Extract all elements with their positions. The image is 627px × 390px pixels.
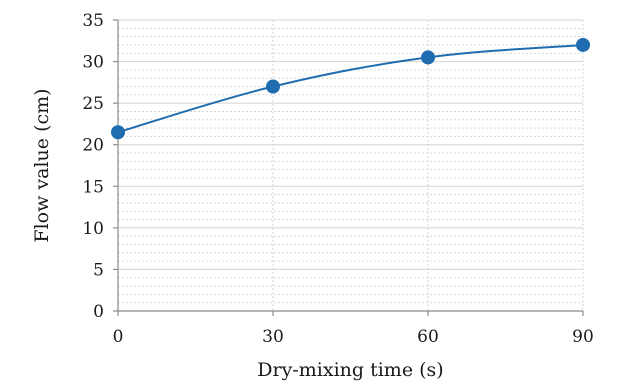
y-axis-title: Flow value (cm) [31, 88, 53, 242]
y-tick-label: 5 [93, 260, 104, 280]
y-tick-label: 15 [82, 177, 104, 197]
tick-labels: 0 5 10 15 20 25 30 35 0 30 60 90 [82, 11, 593, 347]
x-tick-label: 0 [113, 327, 124, 347]
x-tick-label: 90 [572, 327, 594, 347]
grid [118, 19, 584, 311]
y-tick-label: 10 [82, 219, 104, 239]
x-axis-title: Dry-mixing time (s) [257, 359, 443, 381]
series-line [117, 43, 584, 134]
series-layer [111, 37, 590, 140]
axes [113, 19, 584, 316]
y-tick-label: 0 [93, 302, 104, 322]
data-point [421, 50, 435, 65]
y-tick-label: 25 [82, 94, 104, 114]
data-point [266, 79, 280, 94]
data-point [111, 125, 125, 140]
y-tick-label: 30 [82, 53, 104, 73]
data-point [576, 37, 590, 52]
x-tick-label: 30 [262, 327, 284, 347]
x-tick-label: 60 [417, 327, 439, 347]
y-tick-label: 20 [82, 136, 104, 156]
y-tick-label: 35 [82, 11, 104, 31]
